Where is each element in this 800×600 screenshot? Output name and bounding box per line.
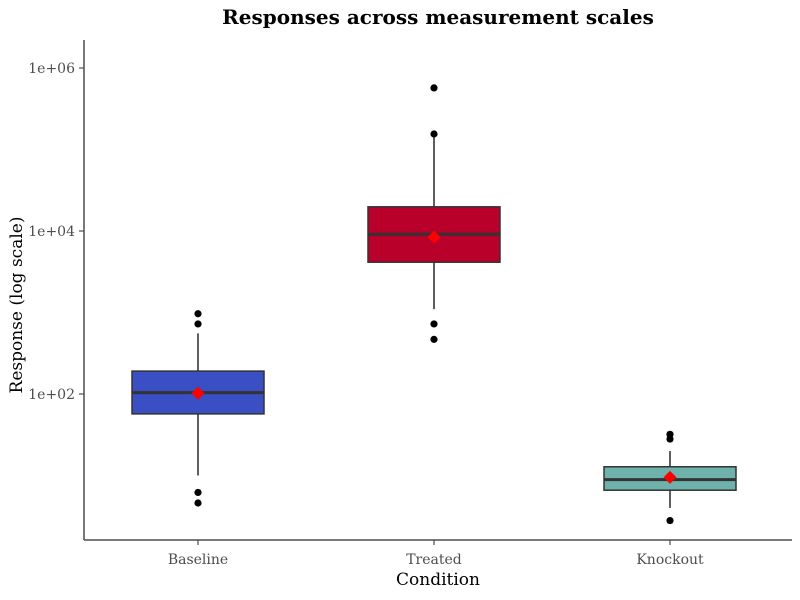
mean-marker	[427, 230, 441, 244]
box-group-treated	[367, 84, 501, 343]
outlier-point	[194, 320, 202, 328]
outlier-point	[430, 130, 438, 138]
mean-marker	[663, 470, 677, 484]
outlier-point	[194, 499, 202, 507]
x-axis-ticks: Baseline Treated Knockout	[168, 540, 704, 568]
y-tick-label: 1e+06	[28, 61, 75, 77]
outlier-point	[430, 84, 438, 92]
outlier-point	[430, 320, 438, 328]
x-axis-label: Condition	[396, 570, 480, 590]
outlier-point	[430, 335, 438, 343]
y-axis-label: Response (log scale)	[7, 217, 27, 394]
outlier-point	[666, 435, 674, 443]
x-tick-label: Baseline	[168, 552, 228, 568]
chart-title: Responses across measurement scales	[222, 5, 654, 29]
y-tick-label: 1e+04	[28, 224, 75, 240]
y-tick-label: 1e+02	[28, 387, 75, 403]
x-tick-label: Knockout	[636, 552, 704, 568]
box-group-knockout	[603, 430, 737, 525]
boxes-layer	[131, 84, 737, 525]
mean-marker	[191, 386, 205, 400]
x-tick-label: Treated	[406, 552, 462, 568]
box-group-baseline	[131, 310, 265, 507]
outlier-point	[666, 516, 674, 525]
outlier-point	[194, 310, 202, 318]
outlier-point	[194, 488, 202, 497]
y-axis-ticks: 1e+02 1e+04 1e+06	[28, 61, 84, 403]
